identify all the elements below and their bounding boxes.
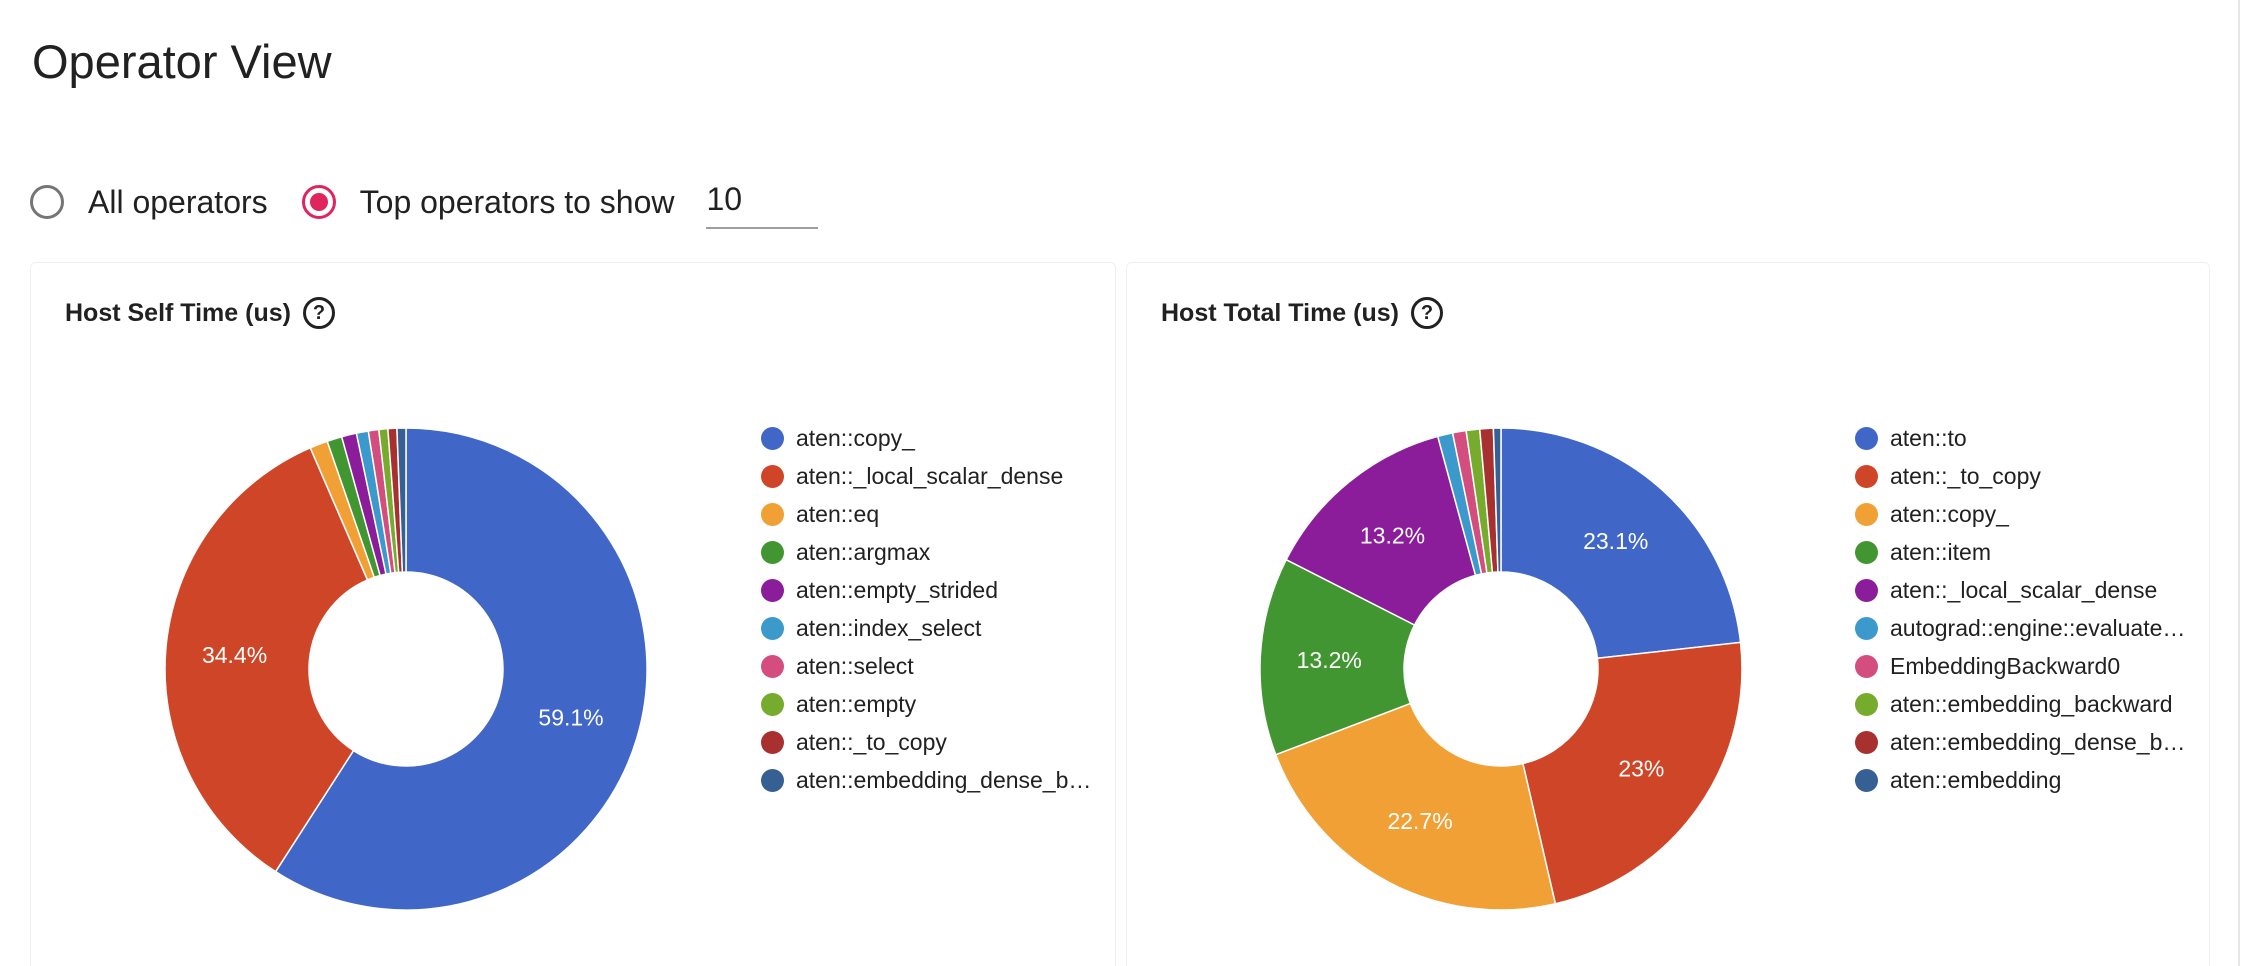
legend-item[interactable]: aten::_to_copy [761, 723, 1091, 761]
slice-label: 13.2% [1297, 647, 1362, 673]
legend-label: aten::_to_copy [1890, 462, 2041, 489]
slice-aten-to-copy[interactable] [1521, 641, 1743, 905]
legend-label: aten::empty [796, 690, 917, 717]
host-total-time-card: Host Total Time (us) ? 23.1% 23% 22.7% 13.2… [1126, 262, 2210, 966]
radio-all-operators[interactable]: All operators [30, 184, 268, 221]
slice-aten-embedding[interactable] [1492, 427, 1502, 573]
slice-aten-local-scalar-dense[interactable] [1285, 435, 1477, 626]
legend-label: aten::item [1890, 538, 1991, 565]
legend-label: aten::embedding_backward [1890, 690, 2173, 717]
legend-label: aten::empty_strided [796, 576, 999, 603]
legend-item[interactable]: aten::index_select [761, 609, 1091, 647]
legend-label: aten::to [1890, 424, 1967, 451]
legend-item[interactable]: EmbeddingBackward0 [1855, 647, 2185, 685]
chart-title-text: Host Total Time (us) [1161, 298, 1399, 327]
legend-swatch [1855, 464, 1878, 488]
radio-dot [309, 193, 328, 211]
legend-swatch [761, 464, 784, 488]
legend-label: aten::copy_ [796, 424, 915, 451]
legend-item[interactable]: aten::item [1855, 533, 2185, 571]
legend-swatch [761, 578, 784, 602]
slice-label: 23.1% [1583, 528, 1648, 554]
legend-item[interactable]: autograd::engine::evaluate… [1855, 609, 2185, 647]
chart-title: Host Self Time (us) ? [65, 297, 335, 329]
legend-swatch [1855, 768, 1878, 792]
legend-label: aten::_local_scalar_dense [796, 462, 1064, 489]
host-total-time-donut: 23.1% 23% 22.7% 13.2% 13.2% [1259, 427, 1743, 911]
legend-item[interactable]: aten::copy_ [761, 419, 1091, 457]
legend-swatch [761, 502, 784, 526]
operator-filter: All operators Top operators to show [30, 175, 819, 229]
radio-checked-icon[interactable] [301, 185, 336, 219]
legend-item[interactable]: aten::_local_scalar_dense [761, 457, 1091, 495]
slice-label: 34.4% [202, 642, 267, 668]
radio-unchecked-icon[interactable] [30, 185, 64, 219]
legend-swatch [761, 692, 784, 716]
legend-swatch [761, 426, 784, 450]
slice-aten-to[interactable] [1500, 427, 1742, 660]
legend-item[interactable]: aten::empty [761, 685, 1091, 723]
slice-label: 23% [1618, 755, 1664, 781]
legend-label: aten::index_select [796, 614, 982, 641]
legend-label: aten::_to_copy [796, 728, 947, 755]
legend-item[interactable]: aten::embedding [1855, 761, 2185, 799]
slice-aten-local-scalar-dense[interactable] [164, 446, 369, 873]
host-self-time-donut: 59.1% 34.4% [164, 427, 648, 911]
radio-top-operators-label: Top operators to show [359, 183, 675, 220]
legend-item[interactable]: aten::embedding_dense_b… [1855, 723, 2185, 761]
legend-swatch [1855, 692, 1878, 716]
help-icon[interactable]: ? [302, 297, 335, 329]
slice-aten-copy[interactable] [274, 427, 648, 911]
legend-item[interactable]: aten::to [1855, 419, 2185, 457]
legend-label: aten::embedding_dense_b… [1890, 728, 2186, 755]
legend-item[interactable]: aten::eq [761, 495, 1091, 533]
legend-swatch [1855, 426, 1878, 450]
legend-label: aten::eq [796, 500, 880, 527]
legend-swatch [761, 616, 784, 640]
top-operators-input[interactable] [706, 175, 819, 229]
legend-item[interactable]: aten::_to_copy [1855, 457, 2185, 495]
legend-item[interactable]: aten::empty_strided [761, 571, 1091, 609]
legend-item[interactable]: aten::_local_scalar_dense [1855, 571, 2185, 609]
legend-item[interactable]: aten::argmax [761, 533, 1091, 571]
chart-title: Host Total Time (us) ? [1161, 297, 1443, 329]
legend-swatch [1855, 502, 1878, 526]
slice-label: 22.7% [1387, 808, 1452, 834]
help-icon[interactable]: ? [1410, 297, 1443, 329]
legend-swatch [1855, 616, 1878, 640]
legend-item[interactable]: aten::embedding_dense_b… [761, 761, 1091, 799]
legend-label: aten::select [796, 652, 914, 679]
radio-all-operators-label: All operators [88, 183, 268, 220]
legend-swatch [761, 654, 784, 678]
legend-item[interactable]: aten::embedding_backward [1855, 685, 2185, 723]
slice-aten-copy[interactable] [1274, 702, 1557, 911]
legend-swatch [761, 540, 784, 564]
legend-label: aten::copy_ [1890, 500, 2009, 527]
slice-label: 59.1% [538, 705, 603, 731]
legend-swatch [1855, 654, 1878, 678]
legend-item[interactable]: aten::copy_ [1855, 495, 2185, 533]
legend-swatch [1855, 540, 1878, 564]
slice-aten-item[interactable] [1259, 558, 1416, 756]
legend-swatch [1855, 730, 1878, 754]
legend-label: EmbeddingBackward0 [1890, 652, 2121, 679]
radio-top-operators[interactable]: Top operators to show [301, 183, 675, 221]
host-self-time-card: Host Self Time (us) ? 59.1% 34.4% aten::c… [30, 262, 1116, 966]
legend-swatch [1855, 578, 1878, 602]
frame-border [2238, 0, 2240, 966]
legend-item[interactable]: aten::select [761, 647, 1091, 685]
page-title: Operator View [32, 35, 332, 88]
chart-title-text: Host Self Time (us) [65, 298, 291, 327]
slice-aten-embedding-dense-b[interactable] [396, 427, 407, 573]
legend-label: aten::_local_scalar_dense [1890, 576, 2158, 603]
legend-swatch [761, 768, 784, 792]
legend-label: aten::embedding_dense_b… [796, 766, 1092, 793]
legend-label: aten::embedding [1890, 766, 2062, 793]
legend-label: aten::argmax [796, 538, 931, 565]
slice-label: 13.2% [1360, 523, 1425, 549]
legend-swatch [761, 730, 784, 754]
legend-label: autograd::engine::evaluate… [1890, 614, 2186, 641]
